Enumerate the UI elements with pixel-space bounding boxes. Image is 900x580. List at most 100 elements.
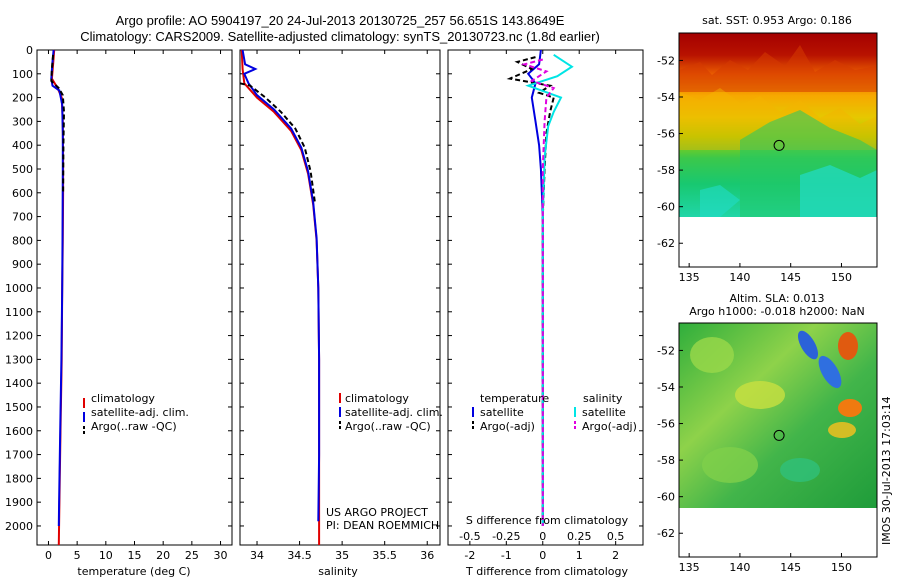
legend-header-temperature: temperature [480,392,549,405]
x-tick-label: 0 [539,549,546,562]
legend-label-s-argo: Argo(-adj) [582,420,637,433]
map-y-tick-label: -62 [657,237,675,250]
depth-tick-label: 1800 [5,472,33,485]
sla-map-title-1: Altim. SLA: 0.013 [729,292,824,305]
depth-tick-label: 1100 [5,306,33,319]
sst-map-ticks: 135 140 145 150 -52 -54 -56 -58 -60 -62 [657,54,852,284]
legend-label-satellite: satellite-adj. clim. [91,406,189,419]
salinity-panel: 34 34.5 35 35.5 36 salinity climatology sate… [239,49,443,578]
salinity-xlabel: salinity [318,565,358,578]
pi-label: PI: DEAN ROEMMICH [326,519,439,532]
salinity-axes-frame [239,49,441,546]
difference-series [506,49,574,526]
x-tick-label: 34.5 [287,549,312,562]
sst-warm-front [679,45,877,92]
series-line-salinity-argo-adj [520,58,556,526]
x-tick-label: 1 [576,549,583,562]
x-tick-label: -1 [501,549,512,562]
sla-high-eddy [838,332,858,360]
map-y-tick-label: -58 [657,454,675,467]
map-y-tick-label: -56 [657,128,675,141]
salinity-depth-ticks [240,49,440,527]
map-y-tick-label: -52 [657,54,675,67]
depth-tick-label: 900 [12,258,33,271]
temperature-legend: climatology satellite-adj. clim. Argo(..… [83,392,189,436]
x-tick-label: 5 [74,549,81,562]
series-line-satellite-adj-clim [241,49,321,522]
legend-label-climatology: climatology [345,392,409,405]
x-tick-label: 2 [612,549,619,562]
s-tick-label: 0.25 [567,530,592,543]
sla-high-eddy [838,399,862,417]
sla-map-texture [690,330,862,483]
depth-tick-label: 800 [12,234,33,247]
legend-label-s-satellite: satellite [582,406,626,419]
sla-low-eddy [818,355,842,389]
map-y-tick-label: -60 [657,491,675,504]
difference-depth-ticks [448,49,643,527]
depth-tick-label: 1200 [5,330,33,343]
sst-cyan-region [800,165,877,217]
sst-map-panel: sat. SST: 0.953 Argo: 0.186 135 140 145 150… [657,14,878,284]
depth-tick-label: 0 [26,44,33,57]
x-tick-label: 36 [420,549,434,562]
x-tick-label: 25 [185,549,199,562]
sst-map-frame [678,32,878,268]
salinity-x-ticks: 34 34.5 35 35.5 36 [250,50,434,562]
sla-map-ticks: 135 140 145 150 -52 -54 -56 -58 -60 -62 [657,344,852,574]
sla-map-nodata [679,508,877,557]
legend-label-climatology: climatology [91,392,155,405]
x-tick-label: 35 [335,549,349,562]
map-y-tick-label: -60 [657,201,675,214]
depth-tick-label: 1300 [5,353,33,366]
depth-tick-label: 1000 [5,282,33,295]
x-tick-label: 34 [250,549,264,562]
map-x-tick-label: 135 [679,561,700,574]
map-y-tick-label: -62 [657,527,675,540]
depth-tick-label: 500 [12,163,33,176]
depth-tick-label: 200 [12,92,33,105]
temperature-xlabel: temperature (deg C) [77,565,190,578]
x-tick-label: 30 [214,549,228,562]
depth-tick-label: 1600 [5,425,33,438]
difference-axes-frame [447,49,644,546]
depth-tick-label: 1400 [5,377,33,390]
map-y-tick-label: -56 [657,418,675,431]
temperature-axes-frame [36,49,233,546]
series-line-salinity-satellite [525,53,574,526]
temperature-panel: 0100200300400500600700800900100011001200… [5,44,233,578]
salinity-legend: climatology satellite-adj. clim. Argo(..… [339,392,443,433]
map-x-tick-label: 140 [729,561,750,574]
depth-tick-label: 400 [12,139,33,152]
s-tick-label: 0.5 [607,530,625,543]
x-tick-label: 20 [156,549,170,562]
map-x-tick-label: 135 [679,271,700,284]
depth-tick-label: 100 [12,68,33,81]
depth-tick-label: 300 [12,115,33,128]
x-tick-label: 35.5 [372,549,397,562]
series-line-climatology [240,49,321,545]
sla-map-panel: Altim. SLA: 0.013 Argo h1000: -0.018 h20… [657,292,878,574]
map-y-tick-label: -54 [657,91,675,104]
s-tick-label: 0 [539,530,546,543]
s-tick-label: -0.5 [459,530,480,543]
map-y-tick-label: -54 [657,381,675,394]
sst-cyan-patch [700,185,740,217]
sla-patch [780,458,820,482]
difference-s-xlabel: S difference from climatology [466,514,629,527]
x-tick-label: -2 [464,549,475,562]
legend-label-satellite: satellite-adj. clim. [345,406,443,419]
title-line-2: Climatology: CARS2009. Satellite-adjuste… [80,29,600,44]
depth-tick-label: 700 [12,211,33,224]
difference-legend: temperature salinity satellite Argo(-adj… [472,392,637,433]
sla-map-frame [678,322,878,558]
map-x-tick-label: 140 [729,271,750,284]
sla-high-patch [828,422,856,438]
legend-label-t-argo: Argo(-adj) [480,420,535,433]
sla-patch [702,447,758,483]
temperature-depth-ticks: 0 100 200 300 400 500 600 700 800 900 1000 1100 1200… [5,44,232,533]
timestamp-stamp: IMOS 30-Jul-2013 17:03:14 [880,396,893,545]
sla-argo-location-marker [773,429,785,441]
depth-tick-label: 1900 [5,496,33,509]
